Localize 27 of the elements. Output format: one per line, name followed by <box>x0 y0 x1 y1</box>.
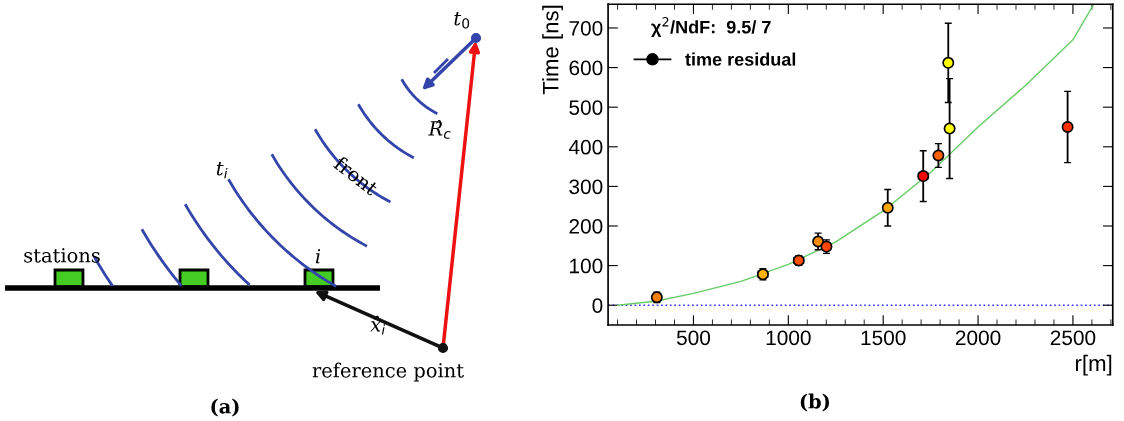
x-tick-label: 1000 <box>766 330 811 346</box>
text: (a) <box>211 398 239 417</box>
y-tick-label: 600 <box>569 60 603 76</box>
x-tick-label: 500 <box>676 330 711 346</box>
text: (b) <box>800 393 830 412</box>
x-axis-title: r[m] <box>1075 354 1112 376</box>
text: t$_{0}$ <box>454 11 470 29</box>
y-tick-label: 700 <box>569 20 603 36</box>
text: reference point <box>312 362 464 382</box>
legend-label: time residual <box>685 52 796 66</box>
y-tick-label: 0 <box>592 298 603 313</box>
text: t$_{i}$ <box>216 161 228 179</box>
text: i <box>315 249 321 264</box>
line-series <box>616 4 1095 306</box>
text: stations <box>24 248 100 263</box>
y-tick-label: 200 <box>569 219 603 234</box>
x-tick-label: 2000 <box>955 330 1001 346</box>
y-tick-label: 300 <box>569 179 603 195</box>
text: x̂$_{i}$ <box>370 315 386 335</box>
x-tick-label: 2500 <box>1050 330 1096 346</box>
annotation: χ$^{2}$/NdF: 9.5/ 7 <box>651 17 771 38</box>
x-tick-label: 1500 <box>861 330 906 346</box>
y-tick-label: 400 <box>568 139 603 155</box>
y-tick-label: 500 <box>569 100 603 115</box>
y-axis-title: Time [ns] <box>542 5 563 95</box>
y-tick-label: 100 <box>570 258 603 274</box>
text: R̂$_{c}$ <box>428 119 451 139</box>
